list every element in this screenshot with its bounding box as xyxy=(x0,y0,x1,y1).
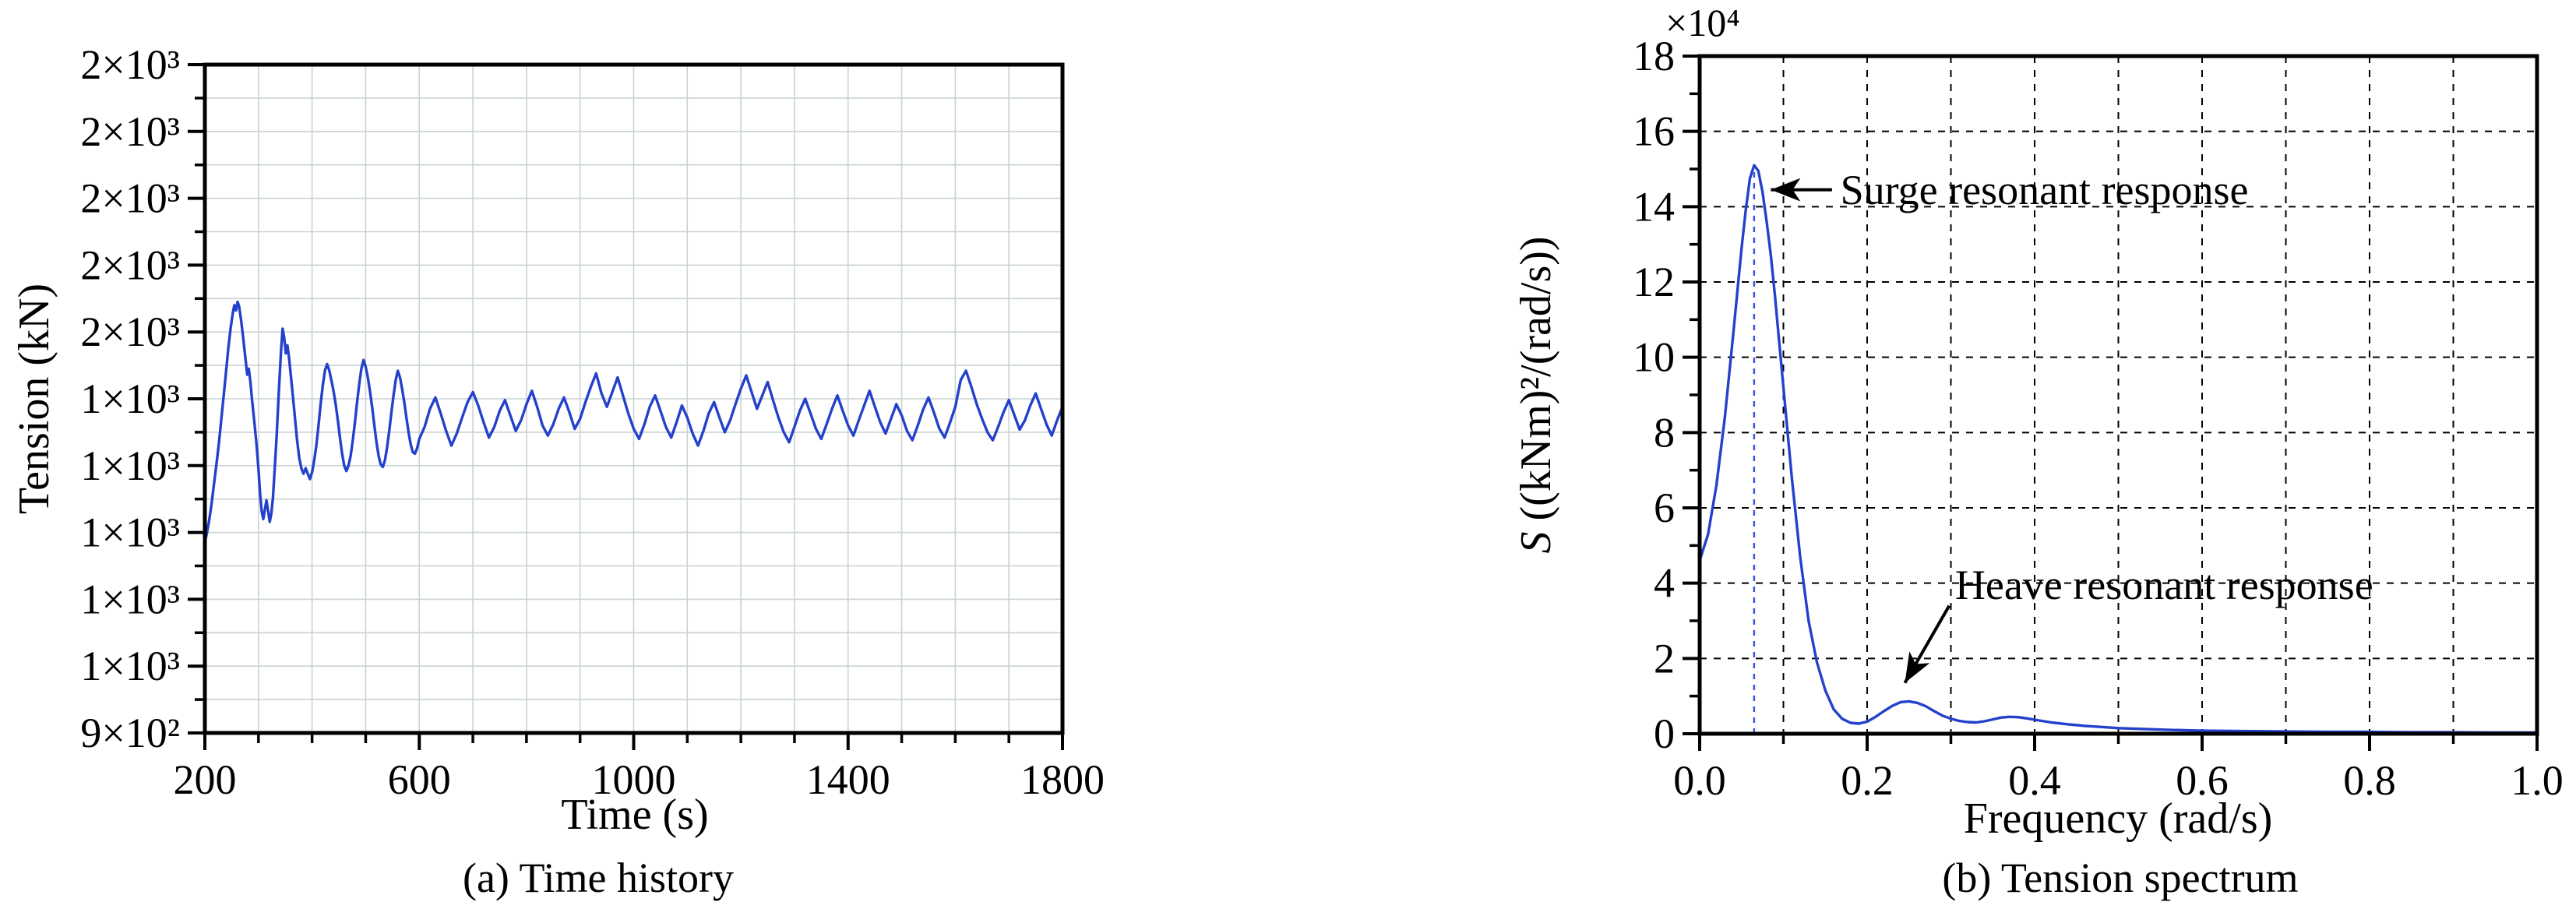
heave-annotation-label: Heave resonant response xyxy=(1954,562,2373,609)
chart-a-x-tick-label: 600 xyxy=(388,756,451,803)
chart-a-y-tick-label: 2×10³ xyxy=(80,308,180,355)
chart-a-y-tick-label: 2×10³ xyxy=(80,175,180,222)
chart-a-y-tick-label: 1×10³ xyxy=(80,643,180,689)
surge-annotation-label: Surge resonant response xyxy=(1840,166,2249,213)
chart-a-y-tick-label: 2×10³ xyxy=(80,41,180,88)
chart-b-y-axis-multiplier: ×10⁴ xyxy=(1665,1,1740,44)
chart-b-y-tick-label: 2 xyxy=(1654,635,1675,682)
heave-annotation-arrow xyxy=(1903,604,1951,684)
chart-b-y-tick-label: 10 xyxy=(1633,334,1675,381)
tension-time-history-line xyxy=(203,300,1064,544)
chart-a-x-tick-label: 200 xyxy=(174,756,237,803)
chart-a-x-tick-label: 1400 xyxy=(806,756,890,803)
chart-b-y-tick-label: 0 xyxy=(1654,710,1675,757)
chart-b-x-tick-label: 0.4 xyxy=(2008,757,2061,804)
tension-spectrum-line xyxy=(1698,164,2539,735)
chart-a-y-tick-label: 1×10³ xyxy=(80,442,180,489)
chart-b-y-axis-title-units: ((kNm)²/(rad/s)) xyxy=(1512,236,1560,532)
chart-b-y-tick-label: 16 xyxy=(1633,108,1675,155)
chart-b-x-tick-label: 0.6 xyxy=(2176,757,2229,804)
chart-b-y-axis-title-symbol: S xyxy=(1512,531,1560,554)
chart-b-y-tick-label: 8 xyxy=(1654,409,1675,456)
chart-b-x-tick-label: 0.8 xyxy=(2343,757,2396,804)
chart-a-y-tick-label: 1×10³ xyxy=(80,576,180,622)
chart-a-x-axis-title: Time (s) xyxy=(561,791,709,839)
chart-b-y-tick-label: 14 xyxy=(1633,183,1675,230)
chart-b-y-axis-title: S ((kNm)²/(rad/s)) xyxy=(1511,236,1561,553)
chart-a-x-tick-label: 1800 xyxy=(1020,756,1105,803)
chart-b-y-tick-label: 4 xyxy=(1654,560,1675,607)
chart-b-caption: (b) Tension spectrum xyxy=(1942,854,2299,901)
chart-b-x-axis-title: Frequency (rad/s) xyxy=(1963,794,2273,843)
chart-b-x-tick-label: 1.0 xyxy=(2511,757,2564,804)
chart-a-y-tick-label: 2×10³ xyxy=(80,108,180,155)
chart-a-y-axis-title: Tension (kN) xyxy=(10,283,58,515)
chart-a-y-tick-label: 2×10³ xyxy=(80,241,180,288)
chart-b-x-tick-label: 0.2 xyxy=(1841,757,1894,804)
chart-a-y-tick-label: 1×10³ xyxy=(80,509,180,556)
chart-b-y-tick-label: 6 xyxy=(1654,484,1675,531)
chart-a-y-tick-label: 9×10² xyxy=(80,710,180,756)
chart-b-y-tick-label: 18 xyxy=(1633,33,1675,79)
chart-b-x-tick-label: 0.0 xyxy=(1673,757,1726,804)
chart-b-y-tick-label: 12 xyxy=(1633,259,1675,305)
chart-a-x-tick-label: 1000 xyxy=(592,756,676,803)
chart-a-caption: (a) Time history xyxy=(462,854,735,901)
chart-a-y-tick-label: 1×10³ xyxy=(80,375,180,422)
